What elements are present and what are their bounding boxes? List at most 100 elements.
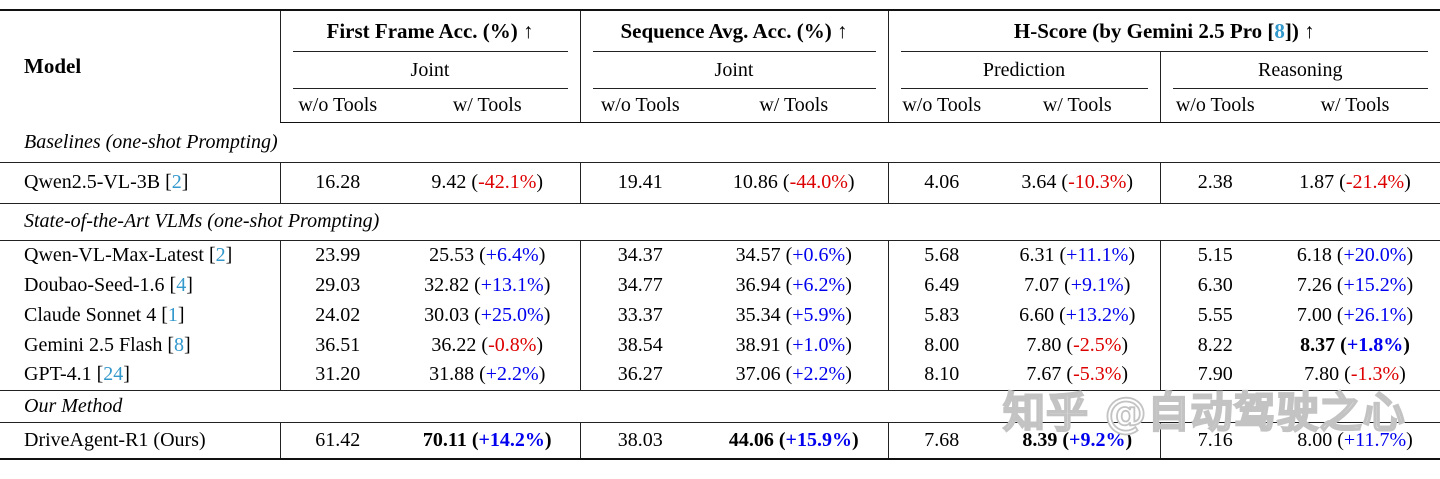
metric-value: 9.42	[431, 171, 467, 193]
metric-value: 7.67	[1026, 363, 1062, 386]
metric-delta: -2.5%	[1073, 333, 1122, 356]
table-row: Qwen-VL-Max-Latest [2] 23.99 25.53 (+6.4%)…	[0, 240, 1440, 270]
metric-cell: 36.51	[279, 330, 395, 360]
metric-cell: 8.00 (+11.7%)	[1297, 428, 1413, 451]
metric-delta: -21.4%	[1345, 171, 1405, 193]
metric-cell: 8.10	[887, 360, 995, 391]
metric-value: 8.10	[924, 363, 960, 386]
model-name-cell: Gemini 2.5 Flash [8]	[24, 333, 191, 356]
column-header-wo-tools: w/o Tools	[887, 89, 995, 123]
metric-value: 31.88	[429, 363, 475, 386]
metric-value: 8.00	[1297, 428, 1333, 451]
metric-value: 7.00	[1296, 303, 1332, 326]
metric-value: 23.99	[315, 243, 361, 266]
metric-delta: +13.1%	[480, 273, 544, 296]
table-header: Model First Frame Acc. (%) ↑ Sequence Av…	[0, 10, 1440, 123]
subgroup-header-joint-2: Joint	[579, 52, 888, 89]
subgroup-header-prediction: Prediction	[887, 52, 1160, 89]
metric-cell: 36.22 (-0.8%)	[431, 333, 544, 356]
metric-value: 8.39	[1022, 428, 1058, 451]
metric-cell: 19.41	[579, 162, 700, 204]
metric-delta: +2.2%	[485, 363, 539, 386]
metric-delta: +5.9%	[792, 303, 846, 326]
table-row: Gemini 2.5 Flash [8] 36.51 36.22 (-0.8%) 38…	[0, 330, 1440, 360]
metric-value: 4.06	[924, 171, 960, 193]
results-table: Model First Frame Acc. (%) ↑ Sequence Av…	[0, 9, 1440, 460]
metric-cell: 5.55	[1159, 300, 1270, 330]
subgroup-header-reasoning: Reasoning	[1159, 52, 1440, 89]
metric-cell: 10.86 (-44.0%)	[700, 162, 888, 204]
citation-ref: 8	[1274, 19, 1285, 43]
metric-delta: +9.1%	[1070, 273, 1124, 296]
metric-value: 7.16	[1197, 428, 1233, 451]
model-name: Doubao-Seed-1.6	[24, 273, 165, 296]
metric-delta: +2.2%	[792, 363, 846, 386]
metric-cell: 38.54	[579, 330, 700, 360]
metric-cell: 7.00 (+26.1%)	[1296, 303, 1414, 326]
column-header-wo-tools: w/o Tools	[1159, 89, 1270, 123]
metric-value: 44.06	[728, 428, 774, 451]
metric-delta: +6.2%	[792, 273, 846, 296]
metric-value: 38.91	[735, 333, 781, 356]
table-row: GPT-4.1 [24] 31.20 31.88 (+2.2%) 36.27 37.06…	[0, 360, 1440, 391]
column-header-w-tools: w/ Tools	[1270, 89, 1440, 123]
metric-value: 7.80	[1026, 333, 1062, 356]
metric-cell: 70.11 (+14.2%)	[422, 428, 552, 451]
subgroup-header-joint-1: Joint	[279, 52, 580, 89]
metric-cell: 7.80 (-1.3%)	[1270, 360, 1440, 391]
metric-cell: 38.03	[579, 422, 700, 459]
metric-value: 8.00	[924, 333, 960, 356]
metric-cell: 3.64 (-10.3%)	[995, 162, 1160, 204]
metric-cell: 9.42 (-42.1%)	[395, 162, 580, 204]
model-name-cell: Claude Sonnet 4 [1]	[24, 303, 185, 326]
metric-cell: 30.03 (+25.0%)	[424, 303, 551, 326]
metric-delta: -0.8%	[488, 333, 537, 356]
metric-cell: 2.38	[1159, 162, 1270, 204]
metric-cell: 23.99	[279, 240, 395, 270]
model-name-cell: Qwen-VL-Max-Latest [2]	[24, 243, 233, 266]
metric-value: 8.37	[1300, 333, 1336, 356]
metric-value: 29.03	[315, 273, 361, 296]
model-name: Gemini 2.5 Flash	[24, 333, 163, 356]
metric-value: 6.31	[1019, 243, 1055, 266]
metric-value: 10.86	[732, 171, 778, 193]
metric-value: 5.55	[1197, 303, 1233, 326]
metric-cell: 7.67 (-5.3%)	[995, 360, 1160, 391]
metric-cell: 7.26 (+15.2%)	[1296, 273, 1414, 296]
metric-cell: 34.57 (+0.6%)	[735, 243, 852, 266]
model-name-cell: GPT-4.1 [24]	[0, 360, 280, 391]
metric-value: 61.42	[315, 428, 361, 451]
metric-value: 36.22	[431, 333, 477, 356]
metric-delta: +11.7%	[1343, 428, 1407, 451]
model-name: Qwen2.5-VL-3B	[24, 171, 161, 193]
section-header-row: Baselines (one-shot Prompting)	[0, 122, 1440, 163]
subgroup-title: Reasoning	[1258, 59, 1343, 81]
metric-value: 36.51	[315, 333, 361, 356]
column-header-w-tools: w/ Tools	[700, 89, 888, 123]
header-rule	[900, 51, 1429, 52]
table-row: Doubao-Seed-1.6 [4] 29.03 32.82 (+13.1%) 34…	[0, 270, 1440, 300]
metric-value: 7.26	[1296, 273, 1332, 296]
metric-delta: +15.9%	[785, 428, 852, 451]
watermark: 知乎 @自动驾驶之心	[1002, 388, 1406, 437]
metric-cell: 36.94 (+6.2%)	[735, 273, 852, 296]
section-title: Our Method	[0, 390, 1440, 423]
subgroup-title: Prediction	[982, 59, 1066, 81]
model-name-cell: Qwen2.5-VL-3B [2]	[0, 162, 280, 204]
metric-delta: +25.0%	[480, 303, 544, 326]
citation-ref: 2	[215, 243, 226, 266]
citation-ref: 2	[171, 171, 182, 193]
metric-value: 7.80	[1304, 363, 1340, 386]
citation-ref: 24	[103, 363, 124, 386]
metric-cell: 8.22	[1159, 330, 1270, 360]
table-row: Qwen2.5-VL-3B [2] 16.28 9.42 (-42.1%) 19.41…	[0, 162, 1440, 204]
metric-delta: +13.2%	[1065, 303, 1129, 326]
metric-cell: 7.90	[1159, 360, 1270, 391]
metric-delta: +6.4%	[485, 243, 539, 266]
metric-cell: 35.34 (+5.9%)	[735, 303, 852, 326]
metric-cell: 7.07 (+9.1%)	[1024, 273, 1131, 296]
metric-delta: +9.2%	[1069, 428, 1126, 451]
section-header-row: State-of-the-Art VLMs (one-shot Promptin…	[0, 203, 1440, 241]
metric-value: 32.82	[424, 273, 470, 296]
